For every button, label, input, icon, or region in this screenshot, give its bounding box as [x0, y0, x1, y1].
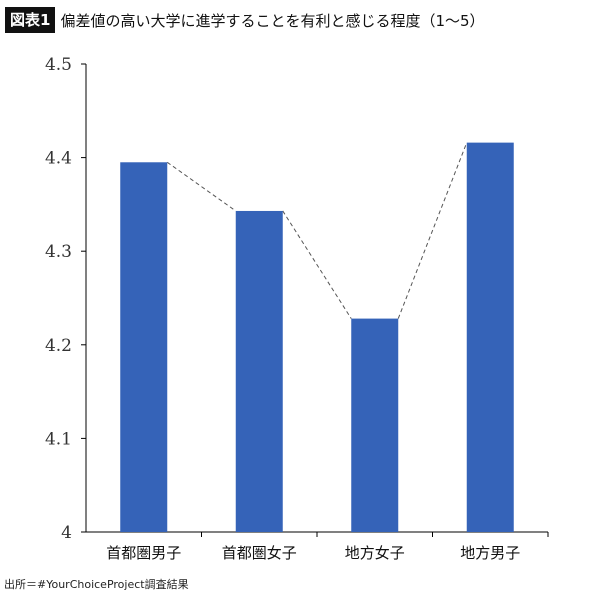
bar	[120, 162, 168, 532]
chart-title: 偏差値の高い大学に進学することを有利と感じる程度（1〜5）	[60, 11, 485, 30]
bar	[466, 142, 514, 532]
figure-tag: 図表1	[5, 7, 56, 33]
connector-lines	[166, 142, 468, 319]
y-axis: 4 4.1 4.2 4.3 4.4 4.5	[45, 55, 87, 543]
figure-header: 図表1 偏差値の高い大学に進学することを有利と感じる程度（1〜5）	[5, 6, 485, 34]
x-tick-label: 首都圏女子	[222, 544, 297, 562]
y-tick-label: 4	[61, 523, 72, 543]
connector-line	[397, 142, 468, 319]
bars	[120, 142, 514, 532]
bar	[351, 318, 399, 532]
y-tick-label: 4.3	[45, 242, 72, 262]
y-tick-label: 4.4	[45, 149, 72, 169]
y-tick-label: 4.1	[45, 429, 72, 449]
bar	[235, 210, 283, 532]
source-note: 出所＝#YourChoiceProject調査結果	[4, 578, 189, 591]
x-tick-label: 地方女子	[345, 544, 405, 562]
connector-line	[166, 161, 237, 212]
x-tick-label: 首都圏男子	[106, 544, 181, 562]
y-tick-label: 4.5	[45, 55, 72, 75]
y-tick-label: 4.2	[45, 336, 72, 356]
connector-line	[282, 210, 352, 319]
x-tick-label: 地方男子	[460, 544, 520, 562]
x-axis: 首都圏男子 首都圏女子 地方女子 地方男子	[86, 531, 549, 562]
